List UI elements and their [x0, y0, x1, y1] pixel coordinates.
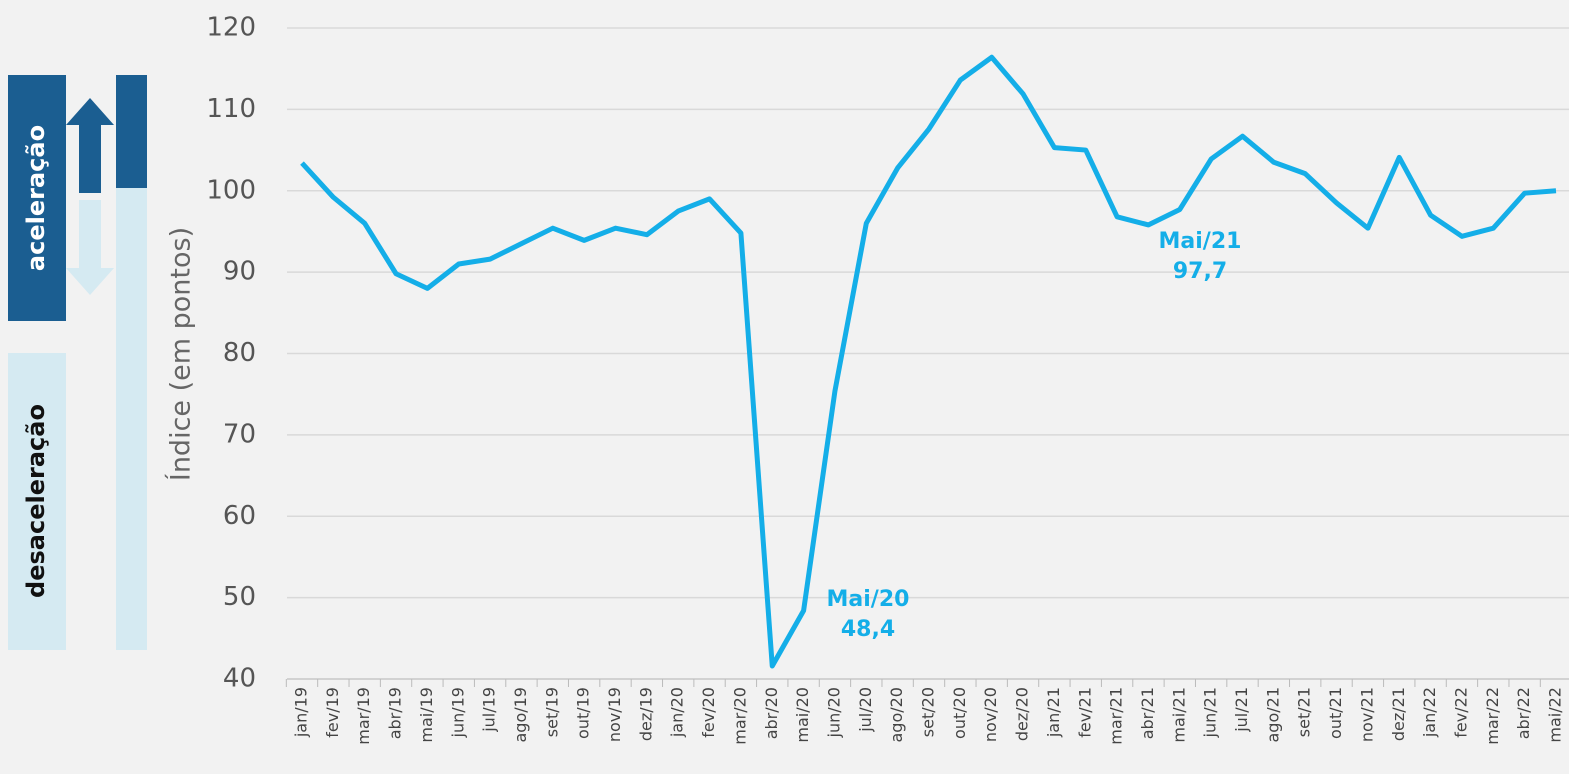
- deceleration-label: desaceleração: [22, 404, 50, 598]
- x-tick-label: out/20: [950, 687, 969, 739]
- x-tick-label: ago/21: [1263, 687, 1282, 743]
- x-tick-label: jan/21: [1044, 687, 1063, 738]
- x-tick-label: fev/20: [699, 687, 718, 738]
- x-tick-label: fev/22: [1451, 687, 1470, 738]
- x-tick-label: set/19: [542, 687, 561, 737]
- x-tick-label: dez/20: [1013, 687, 1032, 741]
- y-tick-label: 80: [223, 338, 256, 368]
- x-tick-label: jul/20: [856, 687, 875, 733]
- x-tick-label: nov/19: [605, 687, 624, 742]
- acceleration-label: aceleração: [22, 125, 50, 271]
- x-tick-label: mar/21: [1107, 687, 1126, 745]
- x-tick-label: mai/21: [1169, 687, 1188, 743]
- y-tick-label: 120: [206, 13, 256, 43]
- scale-bar-top: [116, 75, 147, 188]
- x-tick-label: mai/20: [793, 687, 812, 743]
- x-tick-label: jan/22: [1420, 687, 1439, 738]
- x-tick-label: out/19: [574, 687, 593, 739]
- down-arrow: [66, 200, 114, 295]
- x-tick-label: set/21: [1295, 687, 1314, 737]
- x-tick-label: jul/19: [480, 687, 499, 733]
- y-axis-label: Índice (em pontos): [165, 227, 197, 481]
- x-tick-label: abr/22: [1514, 687, 1533, 739]
- x-tick-label: nov/20: [981, 687, 1000, 742]
- x-tick-label: jun/21: [1201, 687, 1220, 738]
- y-tick-label: 100: [206, 175, 256, 205]
- y-tick-label: 50: [223, 582, 256, 612]
- x-tick-label: ago/20: [887, 687, 906, 743]
- y-tick-label: 60: [223, 501, 256, 531]
- y-tick-label: 110: [206, 94, 256, 124]
- x-tick-label: mar/22: [1483, 687, 1502, 745]
- deceleration-box: [8, 353, 66, 650]
- y-tick-label: 40: [223, 664, 256, 694]
- x-tick-label: dez/19: [636, 687, 655, 741]
- annotation: Mai/21: [1159, 229, 1242, 254]
- x-tick-label: fev/19: [323, 687, 342, 738]
- x-tick-label: abr/20: [762, 687, 781, 739]
- line-series: [300, 54, 1557, 669]
- y-tick-label: 70: [223, 419, 256, 449]
- x-tick-label: abr/21: [1138, 687, 1157, 739]
- up-arrow: [66, 98, 114, 193]
- acceleration-box: [8, 75, 66, 321]
- x-tick-label: jun/19: [448, 687, 467, 738]
- annotation: 97,7: [1173, 259, 1227, 284]
- annotation: Mai/20: [827, 587, 910, 612]
- x-tick-label: dez/21: [1389, 687, 1408, 741]
- x-tick-label: mai/22: [1546, 687, 1565, 743]
- x-tick-label: ago/19: [511, 687, 530, 743]
- x-tick-label: mar/20: [730, 687, 749, 745]
- y-tick-label: 90: [223, 257, 256, 287]
- x-tick-label: jan/19: [292, 687, 311, 738]
- x-tick-label: mar/19: [354, 687, 373, 745]
- x-tick-label: out/21: [1326, 687, 1345, 739]
- x-tick-label: abr/19: [386, 687, 405, 739]
- x-tick-label: jun/20: [824, 687, 843, 738]
- x-tick-label: mai/19: [417, 687, 436, 743]
- x-tick-label: jul/21: [1232, 687, 1251, 733]
- x-tick-label: set/20: [919, 687, 938, 737]
- annotation: 48,4: [841, 617, 895, 642]
- x-tick-label: nov/21: [1357, 687, 1376, 742]
- scale-bar-bottom: [116, 188, 147, 650]
- x-tick-label: jan/20: [668, 687, 687, 738]
- x-tick-label: fev/21: [1075, 687, 1094, 738]
